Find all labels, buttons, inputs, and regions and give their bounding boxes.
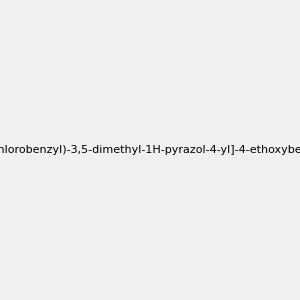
Text: N-[1-(2-chlorobenzyl)-3,5-dimethyl-1H-pyrazol-4-yl]-4-ethoxybenzamide: N-[1-(2-chlorobenzyl)-3,5-dimethyl-1H-py… xyxy=(0,145,300,155)
